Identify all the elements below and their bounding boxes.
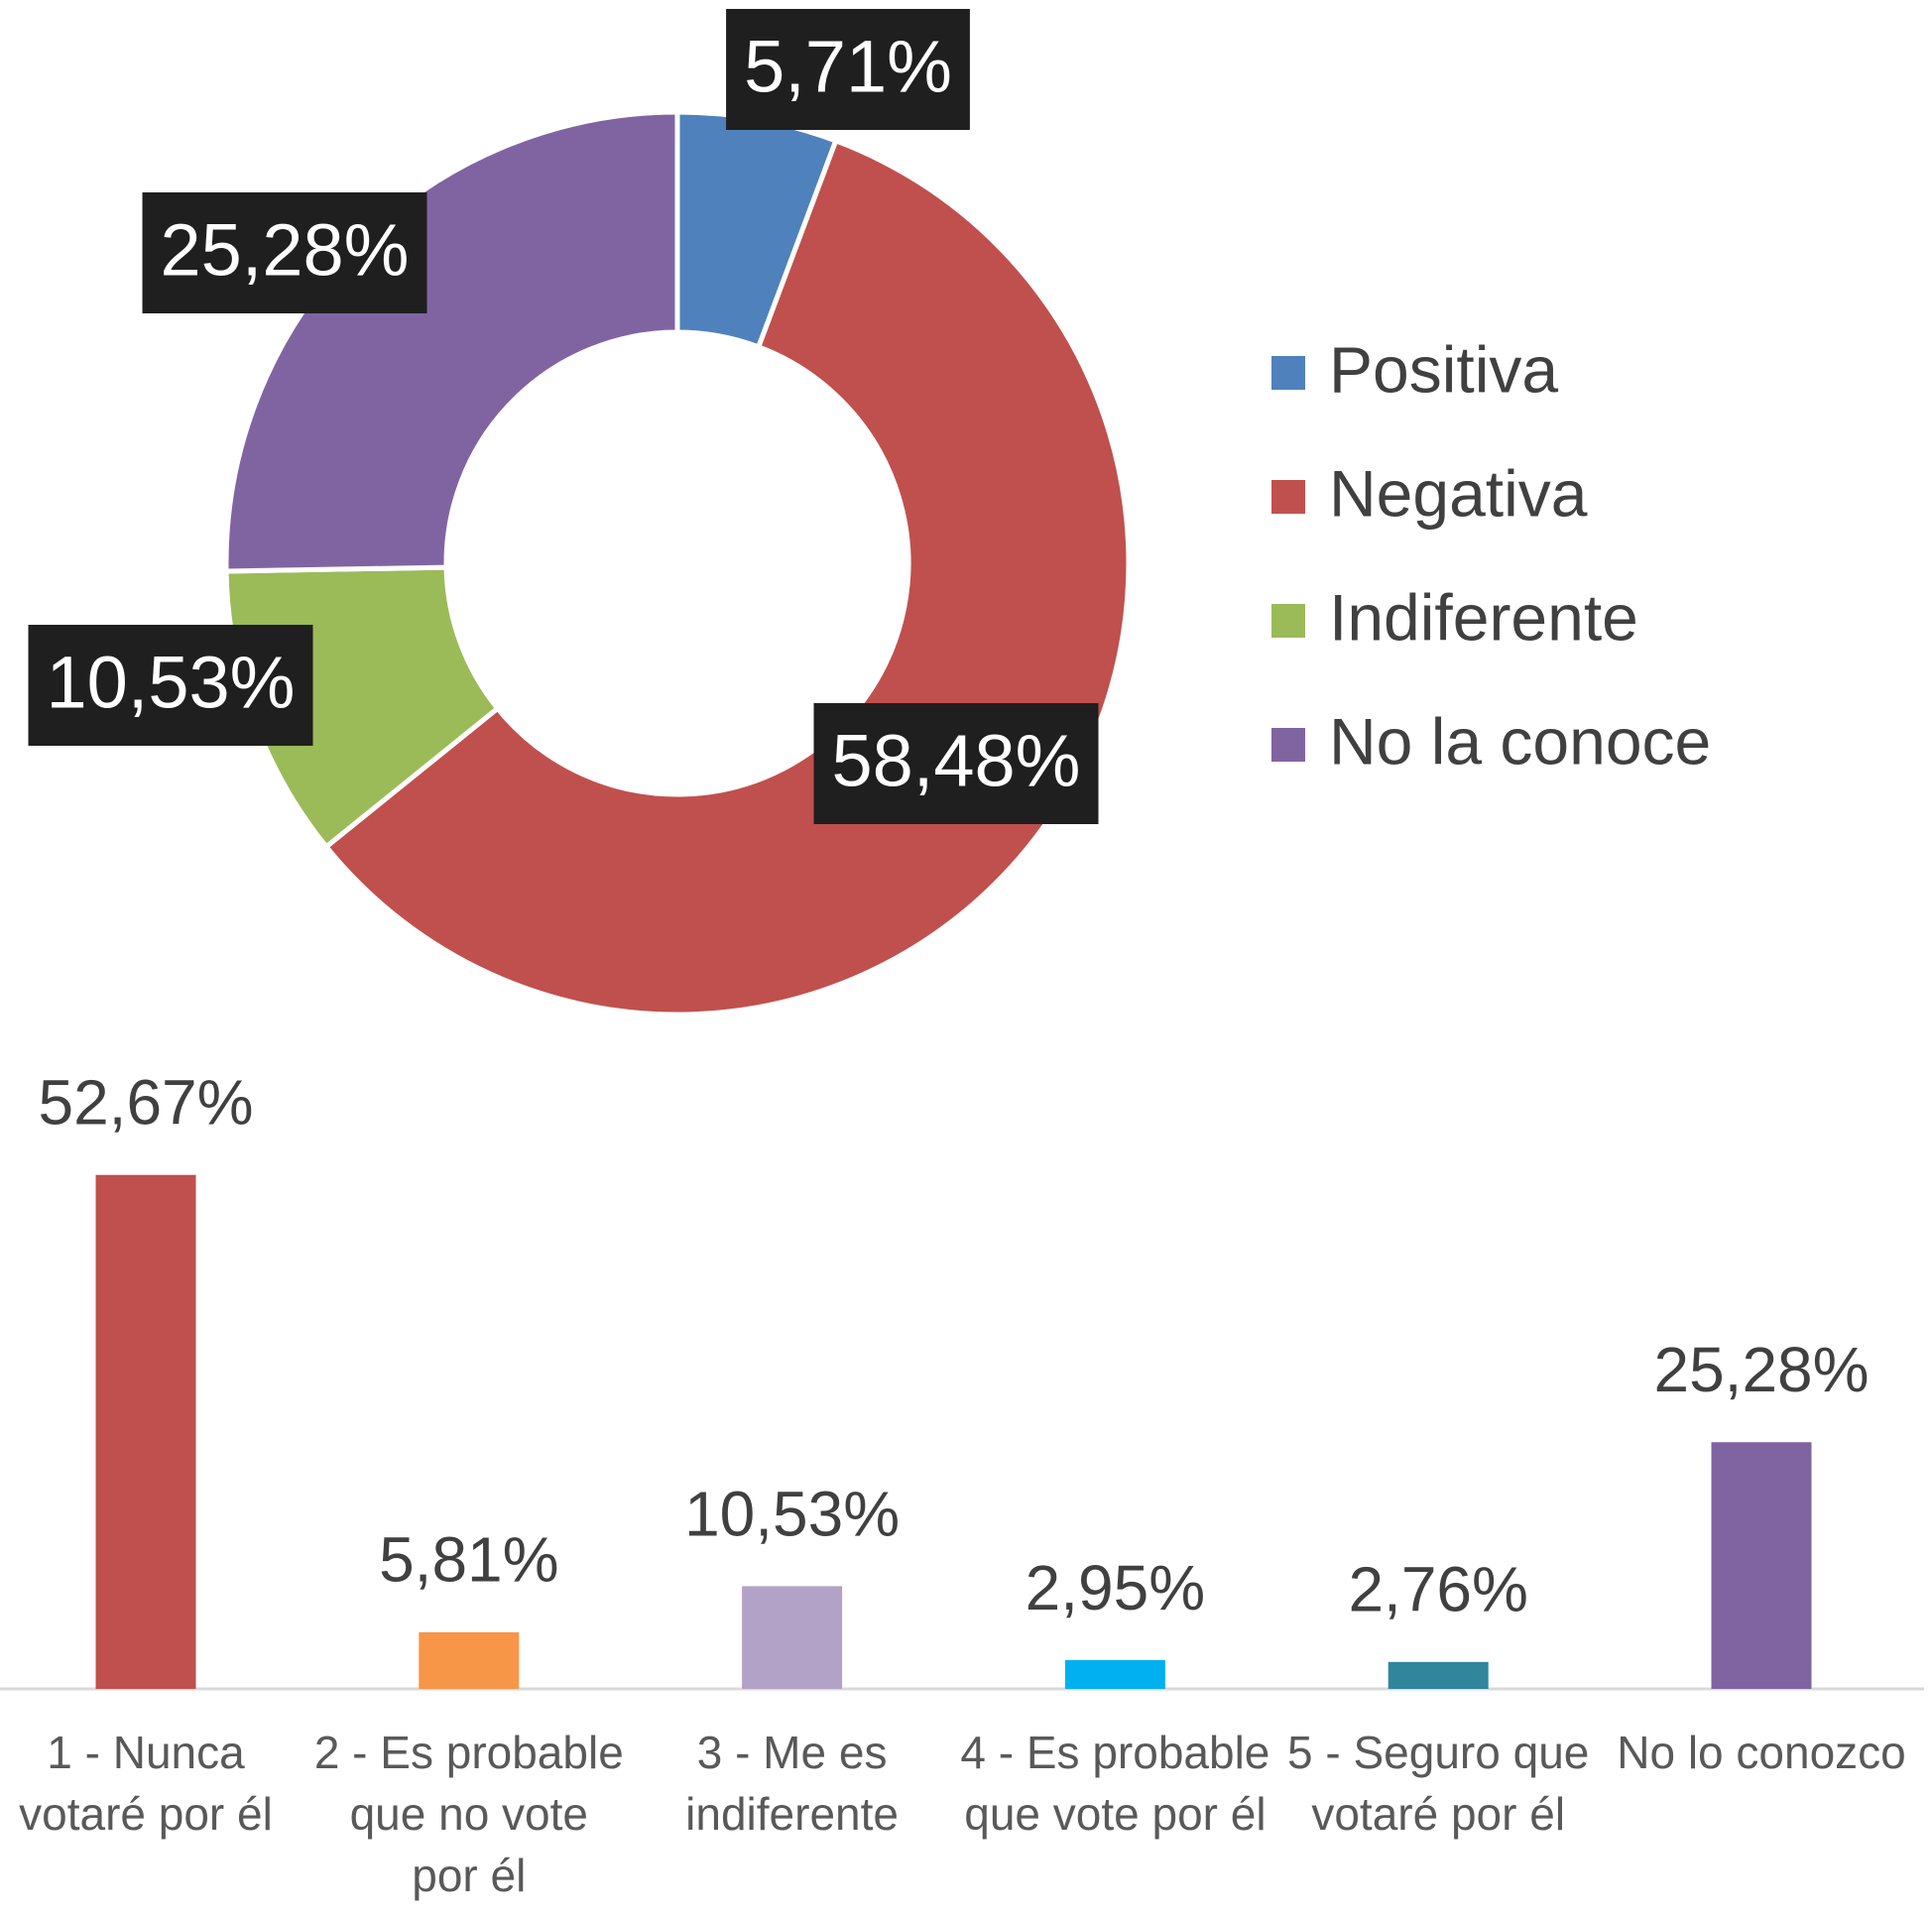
x-tick-label: 1 - Nunca votaré por él: [19, 1727, 273, 1840]
bar: [742, 1586, 843, 1689]
legend-swatch: [1271, 728, 1305, 762]
bar: [1064, 1659, 1165, 1689]
data-label: 2,76%: [1348, 1554, 1527, 1625]
x-tick-label: No lo conozco: [1617, 1727, 1906, 1778]
x-tick-label: 5 - Seguro que votaré por él: [1287, 1727, 1589, 1840]
data-label: 2,95%: [1026, 1552, 1205, 1623]
data-label: 58,48%: [832, 720, 1081, 802]
x-tick-label: 4 - Es probable que vote por él: [960, 1727, 1269, 1840]
data-label-box: [142, 192, 427, 313]
data-label-box: [726, 9, 970, 130]
legend-swatch: [1271, 356, 1305, 390]
bar: [95, 1174, 196, 1689]
legend-label: No la conoce: [1329, 704, 1711, 778]
data-label: 10,53%: [47, 642, 296, 724]
data-label: 5,71%: [744, 26, 952, 108]
legend-swatch: [1271, 480, 1305, 514]
legend-label: Positiva: [1329, 332, 1558, 406]
legend-label: Negativa: [1329, 456, 1588, 530]
legend-label: Indiferente: [1329, 580, 1638, 654]
bar: [419, 1631, 520, 1689]
donut-slice: [223, 109, 680, 574]
legend-swatch: [1271, 604, 1305, 638]
data-label-box: [28, 625, 313, 746]
data-label: 25,28%: [1653, 1334, 1869, 1405]
data-label-box: [813, 703, 1099, 824]
data-label: 10,53%: [684, 1478, 900, 1549]
x-tick-label: 3 - Me es indiferente: [685, 1727, 899, 1840]
data-label: 25,28%: [161, 209, 410, 292]
bar: [1711, 1442, 1812, 1689]
x-tick-label: 2 - Es probable que no vote por él: [314, 1727, 624, 1901]
data-label: 52,67%: [38, 1067, 253, 1138]
bar: [1388, 1661, 1489, 1689]
data-label: 5,81%: [379, 1524, 558, 1596]
